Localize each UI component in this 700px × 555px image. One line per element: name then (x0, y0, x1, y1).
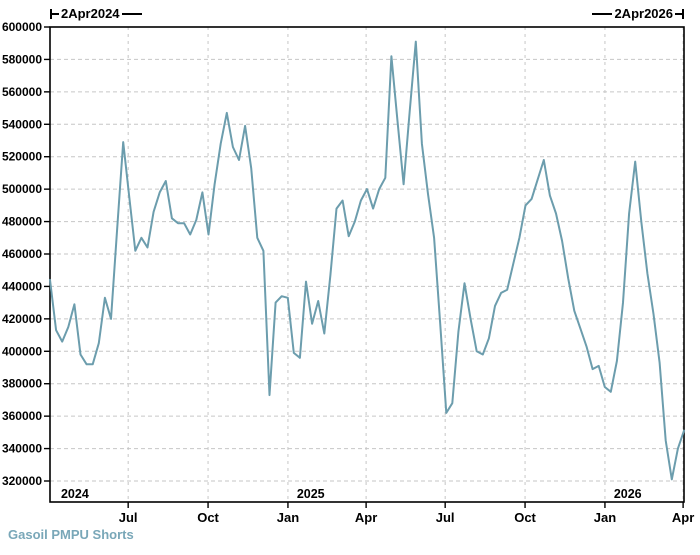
range-start-dash (52, 13, 59, 15)
x-tick-label: Apr (355, 510, 377, 525)
year-label: 2025 (297, 487, 325, 501)
y-tick-label: 540000 (2, 117, 42, 131)
range-end-dash (675, 13, 682, 15)
range-end-label: 2Apr2026 (614, 6, 673, 21)
x-tick-label: Oct (197, 510, 219, 525)
y-tick-label: 360000 (2, 409, 42, 423)
range-end-tick (682, 9, 684, 19)
x-tick-label: Jul (436, 510, 455, 525)
y-tick-label: 460000 (2, 247, 42, 261)
y-tick-label: 500000 (2, 182, 42, 196)
y-tick-label: 560000 (2, 85, 42, 99)
range-start-tick (50, 9, 52, 19)
x-tick-label: Apr (672, 510, 694, 525)
year-label: 2024 (61, 487, 89, 501)
year-label: 2026 (614, 487, 642, 501)
series-legend-label: Gasoil PMPU Shorts (8, 527, 134, 542)
range-end-dash-long (592, 13, 613, 15)
range-start-label: 2Apr2024 (61, 6, 120, 21)
y-tick-label: 320000 (2, 474, 42, 488)
y-tick-label: 420000 (2, 312, 42, 326)
x-tick-label: Jul (119, 510, 138, 525)
x-tick-label: Jan (277, 510, 299, 525)
range-marker-start: 2Apr2024 (50, 7, 142, 21)
x-tick-label: Oct (514, 510, 536, 525)
range-start-dash-long (121, 13, 142, 15)
y-tick-label: 480000 (2, 215, 42, 229)
x-tick-label: Jan (594, 510, 616, 525)
y-tick-label: 520000 (2, 150, 42, 164)
y-tick-label: 340000 (2, 442, 42, 456)
y-tick-label: 600000 (2, 20, 42, 34)
plot-border (49, 26, 685, 503)
y-tick-label: 440000 (2, 279, 42, 293)
y-tick-label: 580000 (2, 52, 42, 66)
y-tick-label: 400000 (2, 344, 42, 358)
series-line (49, 40, 685, 481)
range-marker-end: 2Apr2026 (592, 7, 684, 21)
y-tick-label: 380000 (2, 377, 42, 391)
